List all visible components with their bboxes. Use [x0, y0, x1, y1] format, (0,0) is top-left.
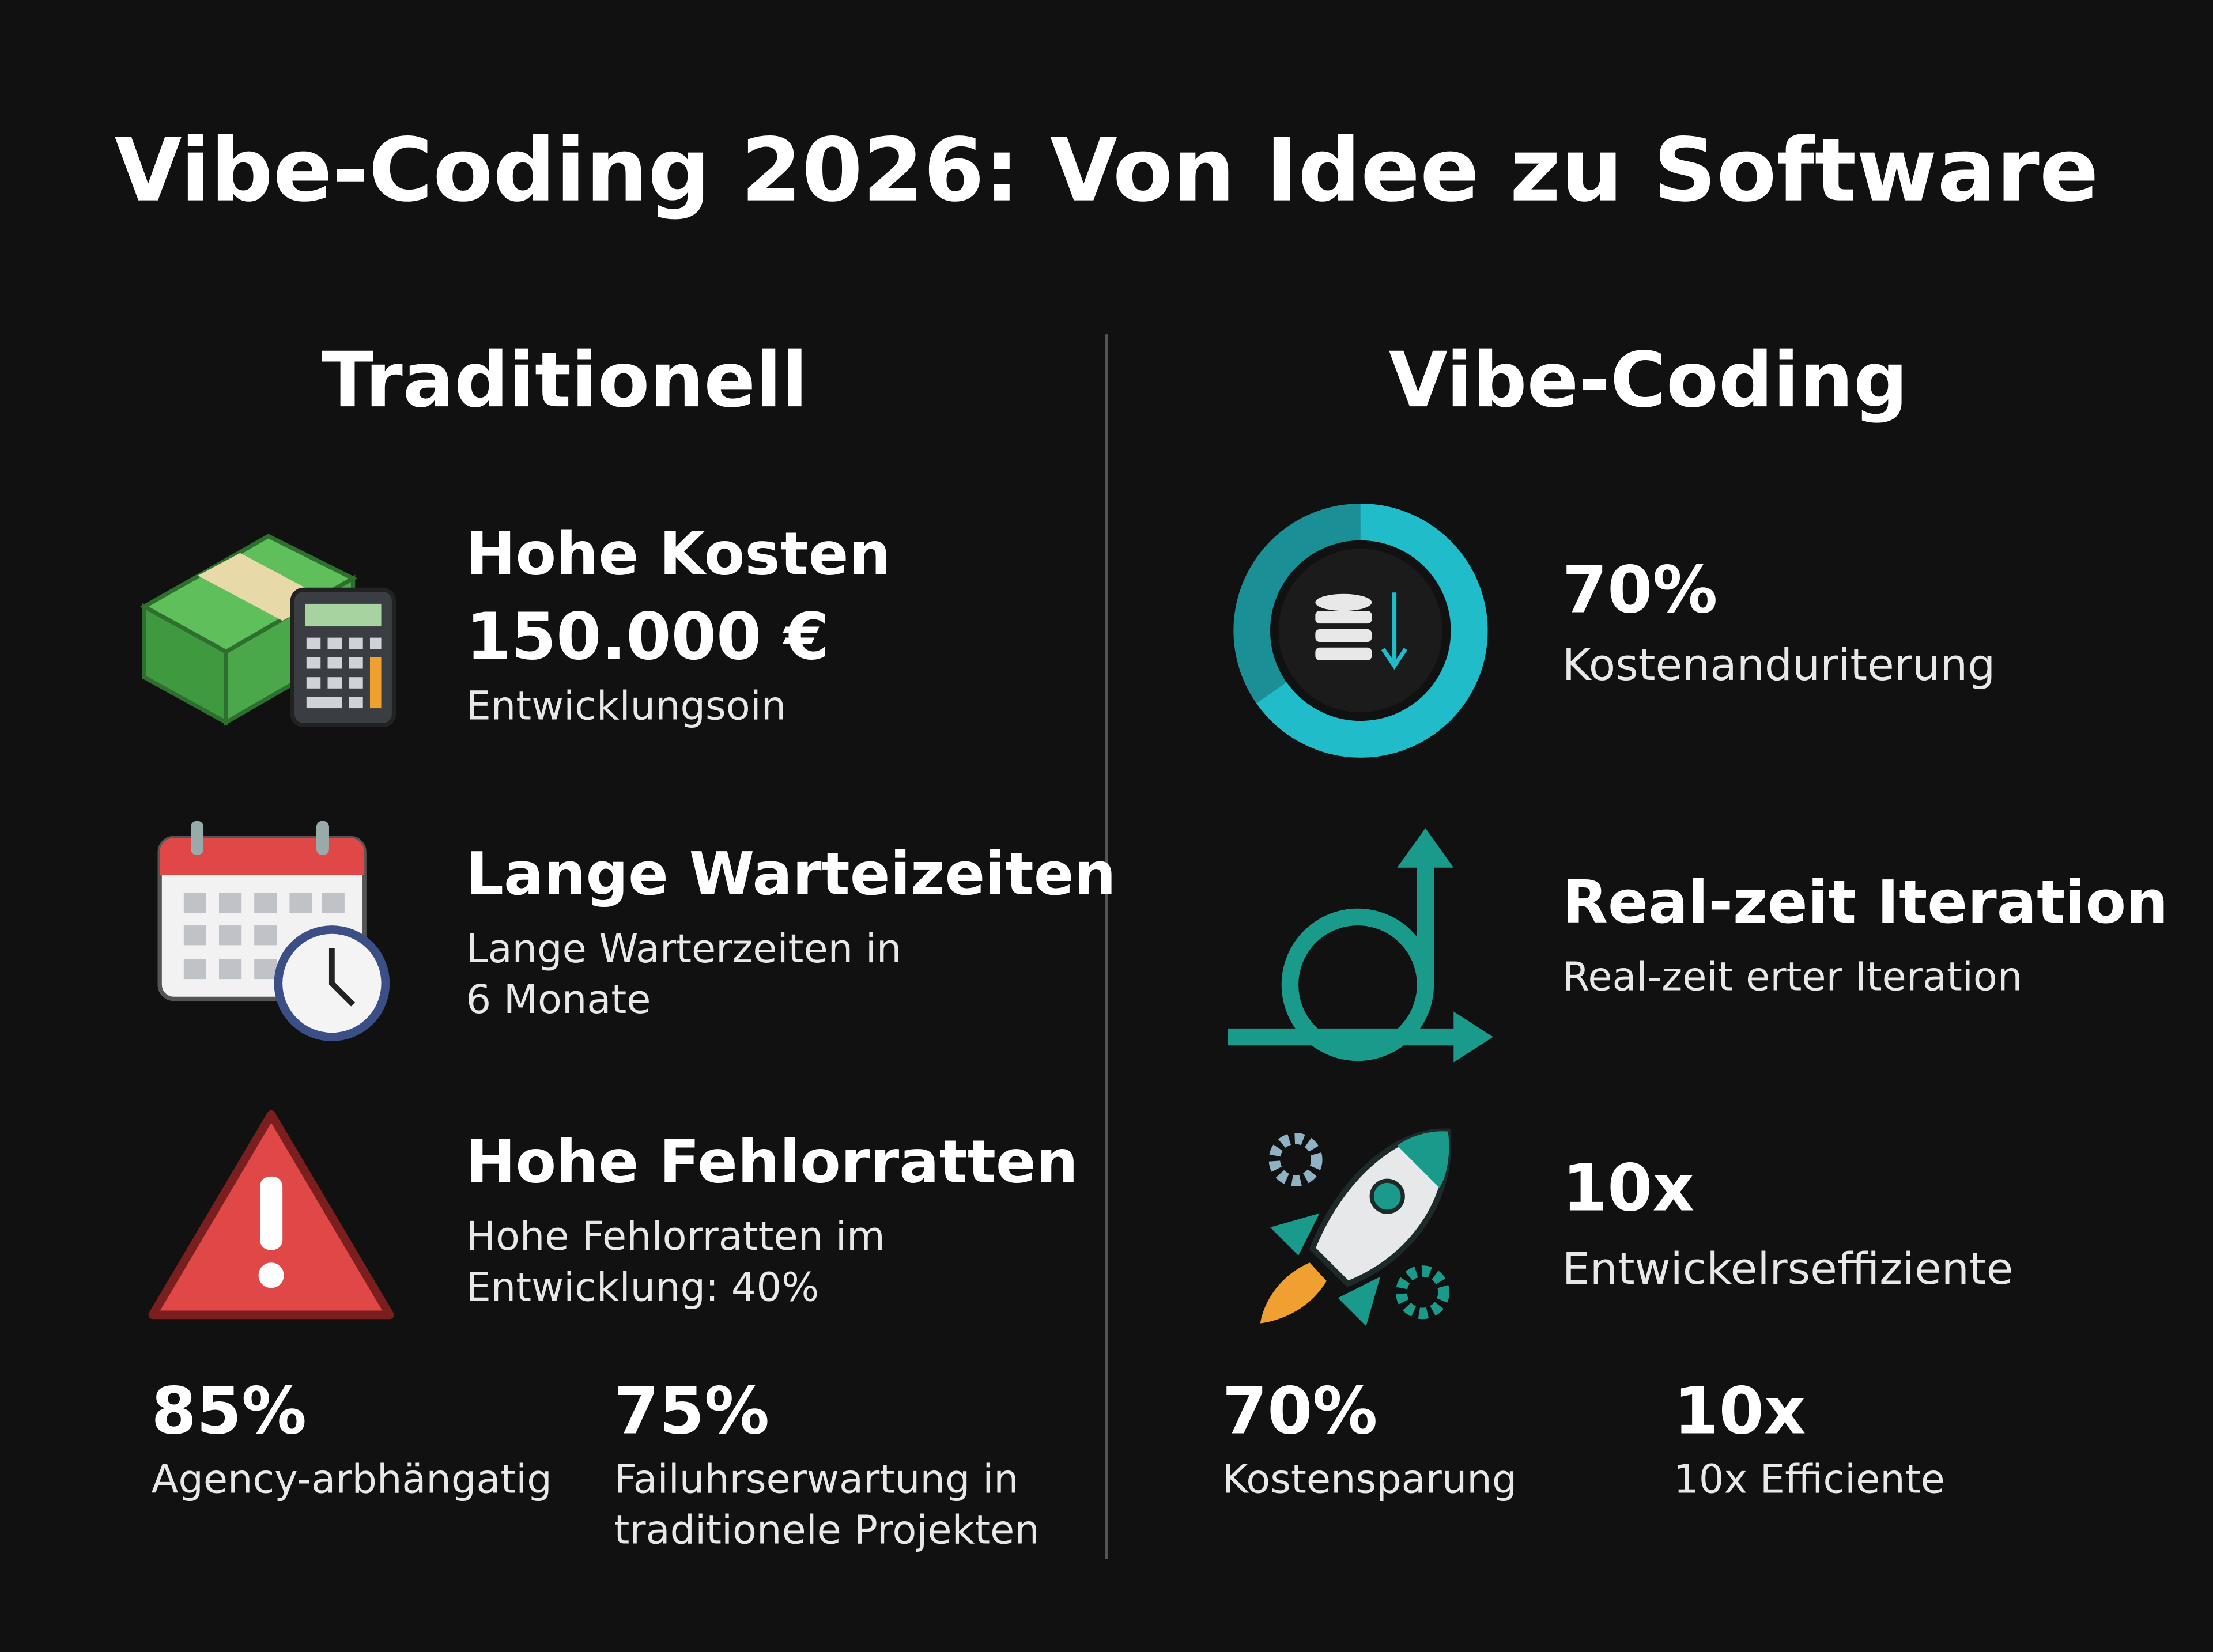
stat-text: Failuhrserwartung in	[614, 1456, 1019, 1502]
item-title: Hohe Kosten	[466, 520, 890, 588]
item-text: Entwicklung: 40%	[466, 1264, 819, 1310]
calendar-icon-part-part	[254, 893, 277, 913]
rocket-icon-part	[1397, 1131, 1449, 1188]
calendar-icon-part-part	[218, 925, 242, 946]
money-icon-part-part	[349, 677, 363, 689]
money-icon-part-part	[306, 637, 321, 649]
stat-value: 10x	[1674, 1373, 1806, 1449]
column-heading: Vibe-Coding	[1389, 336, 1908, 425]
stat-text: traditionele Projekten	[614, 1507, 1040, 1553]
calendar-icon-part-part	[183, 893, 206, 913]
item-text: Lange Warterzeiten in	[466, 926, 901, 972]
title: Vibe-Coding 2026: Von Idee zu Software	[114, 119, 2098, 221]
warning-icon-part	[259, 1176, 283, 1250]
calendar-icon-part-part	[218, 959, 242, 980]
iteration-icon-part	[1397, 828, 1454, 868]
calendar-icon-part-part	[218, 893, 242, 913]
rocket-icon-part	[1270, 1213, 1320, 1256]
money-icon-part-part	[369, 637, 382, 649]
money-icon-part-part	[327, 677, 342, 689]
calendar-icon-part-part	[254, 959, 277, 980]
rocket-icon	[1260, 1128, 1452, 1326]
money-icon	[139, 534, 396, 728]
item-text: Kostenanduriterung	[1562, 640, 1996, 690]
stat-text: 10x Efficiente	[1674, 1456, 1945, 1502]
warning-icon-part	[258, 1262, 284, 1288]
rocket-icon-part	[1338, 1276, 1380, 1326]
item-text: Entwickelrseffiziente	[1562, 1243, 2014, 1294]
calendar-icon-part	[191, 821, 204, 855]
money-icon-part-part	[306, 677, 321, 689]
money-icon-part-part	[327, 637, 342, 649]
money-icon-part-part	[349, 697, 363, 709]
money-icon-part	[369, 657, 382, 709]
calendar-icon-part	[316, 821, 329, 855]
stat-value: 70%	[1222, 1373, 1378, 1449]
rocket-icon-part	[1395, 1265, 1449, 1320]
donut-icon-part	[1315, 593, 1372, 660]
calendar-icon-part	[183, 893, 345, 980]
calendar-icon-part-part	[183, 925, 206, 946]
calendar-icon-part-part	[183, 959, 206, 980]
iteration-icon-part	[1281, 860, 1434, 1061]
donut-icon-part-part	[1315, 593, 1372, 611]
money-icon-part	[305, 603, 382, 627]
item-title: Hohe Fehlorratten	[466, 1128, 1078, 1197]
item-title: 70%	[1562, 552, 1718, 628]
donut-icon	[1233, 504, 1488, 758]
column-heading: Traditionell	[322, 336, 808, 425]
money-icon-part	[306, 637, 382, 709]
donut-icon-part-part	[1315, 629, 1372, 642]
calendar-icon	[157, 821, 390, 1041]
stat-text: Agency-arbhängatig	[151, 1456, 552, 1502]
item-title: 10x	[1562, 1150, 1694, 1226]
money-icon-part-part	[306, 697, 342, 709]
item-text: Entwicklungsoin	[466, 683, 786, 729]
money-icon-part-part	[327, 657, 342, 669]
rocket-icon-part	[1260, 1262, 1327, 1324]
item-text: 6 Monate	[466, 977, 651, 1023]
money-icon-part-part	[349, 657, 363, 669]
calendar-icon-part	[328, 948, 356, 1007]
calendar-icon-part-part	[254, 925, 277, 946]
stat-value: 85%	[151, 1373, 307, 1449]
rocket-icon-part	[1268, 1133, 1323, 1187]
item-value: 150.000 €	[466, 598, 829, 674]
item-text: Real-zeit erter Iteration	[1562, 954, 2023, 1000]
stat-text: Kostensparung	[1222, 1456, 1517, 1502]
donut-icon-part-part	[1315, 611, 1372, 624]
donut-icon-part-part	[1315, 647, 1372, 660]
donut-icon-part	[1256, 504, 1488, 758]
rocket-icon-part	[1369, 1178, 1405, 1214]
calendar-icon-part-part	[289, 893, 312, 913]
warning-icon	[148, 1110, 394, 1320]
item-title: Real-zeit Iteration	[1562, 868, 2169, 937]
item-text: Hohe Fehlorratten im	[466, 1214, 885, 1260]
calendar-icon-part-part	[322, 893, 345, 913]
calendar-icon-part	[160, 838, 365, 875]
iteration-icon-part	[1453, 1011, 1493, 1063]
item-title: Lange Warteizeiten	[466, 840, 1116, 909]
stat-value: 75%	[614, 1373, 770, 1449]
money-icon-part-part	[306, 657, 321, 669]
donut-icon-part	[1381, 592, 1408, 670]
money-icon-part-part	[349, 637, 363, 649]
iteration-icon	[1228, 828, 1493, 1063]
